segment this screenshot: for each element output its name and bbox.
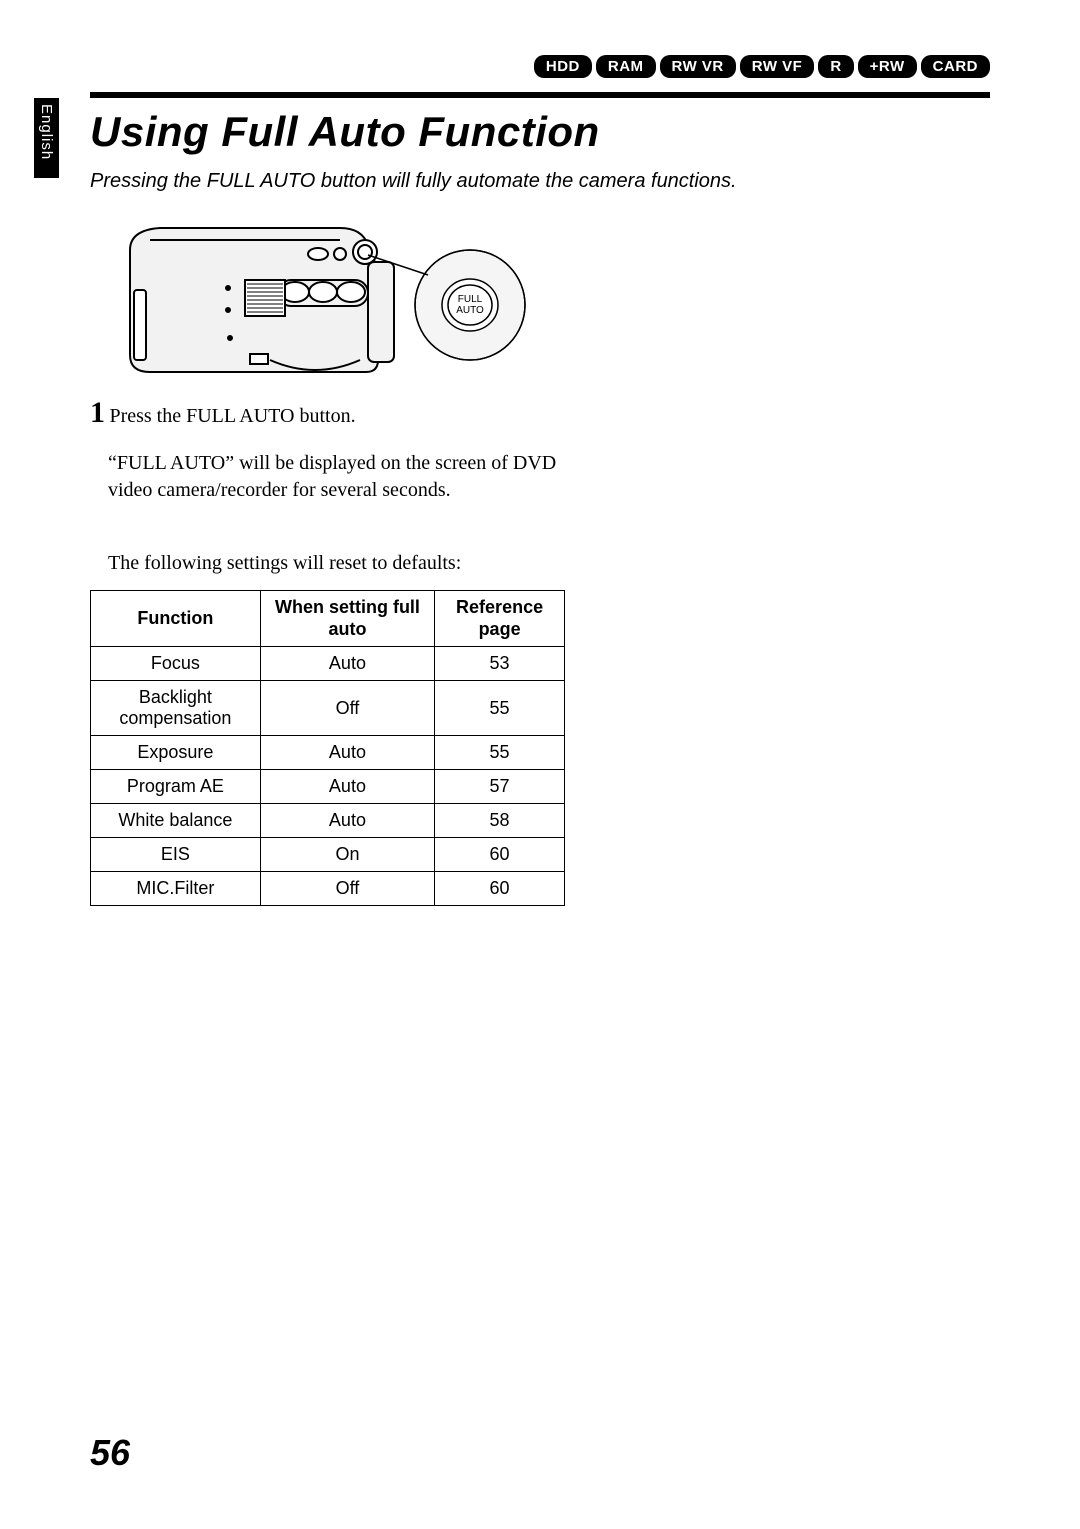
th-when: When setting full auto [260,591,434,647]
cell-function: MIC.Filter [91,872,261,906]
step-text: Press the FULL AUTO button. [109,405,355,427]
table-row: Backlight compensation Off 55 [91,681,565,736]
step-1: 1 Press the FULL AUTO button. [90,396,560,430]
badge-card: CARD [921,55,990,78]
th-function: Function [91,591,261,647]
section-title: Using Full Auto Function [90,108,600,156]
cell-function: Exposure [91,736,261,770]
table-row: Focus Auto 53 [91,647,565,681]
cell-function: Program AE [91,770,261,804]
camera-illustration: FULL AUTO [110,210,530,390]
th-ref: Reference page [435,591,565,647]
cell-ref: 55 [435,736,565,770]
table-row: MIC.Filter Off 60 [91,872,565,906]
table-row: EIS On 60 [91,838,565,872]
cell-ref: 53 [435,647,565,681]
cell-function: EIS [91,838,261,872]
cell-setting: Auto [260,770,434,804]
cell-ref: 57 [435,770,565,804]
badge-r: R [818,55,853,78]
cell-setting: Off [260,681,434,736]
step-number: 1 [90,396,105,429]
full-auto-label-top: FULL [458,294,483,305]
badge-rwvr: RW VR [660,55,736,78]
table-row: Program AE Auto 57 [91,770,565,804]
manual-page: English HDD RAM RW VR RW VF R +RW CARD U… [0,0,1080,1529]
cell-setting: Auto [260,804,434,838]
cell-ref: 55 [435,681,565,736]
language-tab: English [34,98,59,178]
badge-hdd: HDD [534,55,592,78]
badge-rwvf: RW VF [740,55,815,78]
badge-plusrw: +RW [858,55,917,78]
cell-function: White balance [91,804,261,838]
cell-function: Focus [91,647,261,681]
cell-function: Backlight compensation [91,681,261,736]
media-badges: HDD RAM RW VR RW VF R +RW CARD [534,55,990,78]
page-number: 56 [90,1432,130,1474]
section-subtitle: Pressing the FULL AUTO button will fully… [90,170,737,193]
settings-table: Function When setting full auto Referenc… [90,590,565,906]
cell-ref: 60 [435,838,565,872]
table-row: White balance Auto 58 [91,804,565,838]
paragraph-full-auto: “FULL AUTO” will be displayed on the scr… [108,450,558,504]
cell-ref: 58 [435,804,565,838]
table-row: Exposure Auto 55 [91,736,565,770]
full-auto-label-bottom: AUTO [456,305,484,316]
cell-setting: Off [260,872,434,906]
title-rule [90,92,990,98]
paragraph-defaults: The following settings will reset to def… [108,552,558,575]
cell-setting: Auto [260,647,434,681]
cell-setting: On [260,838,434,872]
cell-ref: 60 [435,872,565,906]
badge-ram: RAM [596,55,656,78]
cell-setting: Auto [260,736,434,770]
